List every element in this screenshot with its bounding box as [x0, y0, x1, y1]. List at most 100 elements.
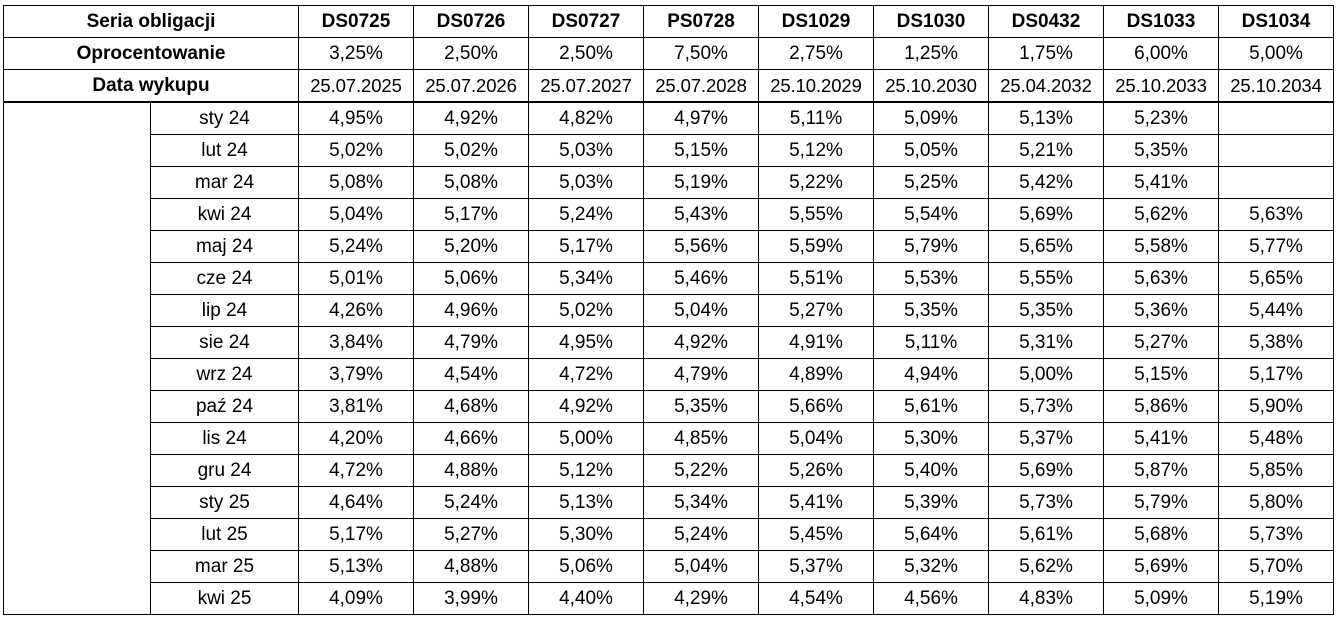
yield-cell: 5,62%	[988, 550, 1104, 583]
month-cell: lis 24	[150, 422, 299, 455]
yield-cell: 5,23%	[1103, 101, 1219, 135]
yield-cell: 5,30%	[873, 422, 989, 455]
yield-cell: 5,41%	[1103, 166, 1219, 199]
yield-cell	[1218, 101, 1334, 135]
yield-cell: 5,08%	[413, 166, 529, 199]
yield-cell: 5,34%	[643, 486, 759, 519]
month-cell: mar 25	[150, 550, 299, 583]
yield-cell: 5,41%	[1103, 422, 1219, 455]
yield-cell: 3,81%	[298, 390, 414, 423]
series-header: DS0725	[298, 5, 414, 38]
month-cell: kwi 24	[150, 198, 299, 231]
yield-cell: 4,72%	[528, 358, 644, 391]
yield-cell: 5,25%	[873, 166, 989, 199]
table-row: cze 24 5,01% 5,06% 5,34% 5,46% 5,51% 5,53% 5,55…	[4, 262, 1334, 295]
month-cell: cze 24	[150, 262, 299, 295]
series-label: Seria obligacji	[3, 5, 299, 38]
yield-cell: 5,87%	[1103, 454, 1219, 487]
yield-cell: 5,03%	[528, 166, 644, 199]
table-row: gru 24 4,72% 4,88% 5,12% 5,22% 5,26% 5,40% 5,69…	[4, 454, 1334, 487]
table-row: maj 24 5,24% 5,20% 5,17% 5,56% 5,59% 5,79% 5,65…	[4, 230, 1334, 263]
table-body: sty 24 4,95% 4,92% 4,82% 4,97% 5,11% 5,09% 5,13…	[3, 101, 1334, 615]
month-cell: gru 24	[150, 454, 299, 487]
table-row: paź 24 3,81% 4,68% 4,92% 5,35% 5,66% 5,61% 5,73…	[4, 390, 1334, 423]
yield-cell: 4,92%	[643, 326, 759, 359]
yield-cell: 5,26%	[758, 454, 874, 487]
yield-cell: 4,26%	[298, 294, 414, 327]
yield-cell: 4,56%	[873, 582, 989, 615]
yield-cell: 5,68%	[1103, 518, 1219, 551]
yield-cell: 5,24%	[643, 518, 759, 551]
yield-cell: 5,24%	[298, 230, 414, 263]
yield-cell: 5,08%	[298, 166, 414, 199]
yield-cell: 5,55%	[758, 198, 874, 231]
yield-cell: 5,09%	[1103, 582, 1219, 615]
series-header: PS0728	[643, 5, 759, 38]
yield-cell: 5,17%	[413, 198, 529, 231]
yield-cell: 5,02%	[298, 134, 414, 167]
yield-cell: 5,37%	[758, 550, 874, 583]
yield-cell: 5,02%	[413, 134, 529, 167]
yield-cell: 5,45%	[758, 518, 874, 551]
yield-cell: 4,64%	[298, 486, 414, 519]
yield-cell: 5,40%	[873, 454, 989, 487]
yield-cell: 5,15%	[1103, 358, 1219, 391]
rate-cell: 5,00%	[1218, 37, 1334, 70]
yield-cell: 5,90%	[1218, 390, 1334, 423]
yield-cell: 5,73%	[988, 486, 1104, 519]
yield-cell: 5,58%	[1103, 230, 1219, 263]
yield-cell	[1218, 166, 1334, 199]
yield-cell: 5,13%	[988, 101, 1104, 135]
rate-cell: 2,50%	[528, 37, 644, 70]
table-row: sty 25 4,64% 5,24% 5,13% 5,34% 5,41% 5,39% 5,73…	[4, 486, 1334, 519]
series-header: DS1029	[758, 5, 874, 38]
maturity-cell: 25.07.2026	[413, 69, 529, 103]
yield-cell: 4,92%	[528, 390, 644, 423]
yield-cell: 5,69%	[1103, 550, 1219, 583]
yield-cell: 5,79%	[873, 230, 989, 263]
yield-cell: 5,17%	[528, 230, 644, 263]
yield-cell: 5,63%	[1218, 198, 1334, 231]
series-header: DS0726	[413, 5, 529, 38]
yield-cell: 5,41%	[758, 486, 874, 519]
yield-cell: 5,11%	[758, 101, 874, 135]
yield-cell: 5,65%	[988, 230, 1104, 263]
yield-cell: 5,21%	[988, 134, 1104, 167]
yield-cell: 4,72%	[298, 454, 414, 487]
blank-cell	[3, 101, 151, 615]
yield-cell: 5,04%	[758, 422, 874, 455]
maturity-cell: 25.10.2030	[873, 69, 989, 103]
yield-cell: 5,37%	[988, 422, 1104, 455]
yield-cell: 5,64%	[873, 518, 989, 551]
yield-cell: 5,01%	[298, 262, 414, 295]
series-header: DS0727	[528, 5, 644, 38]
table-row: lip 24 4,26% 4,96% 5,02% 5,04% 5,27% 5,35% 5,35…	[4, 294, 1334, 327]
yield-cell: 5,44%	[1218, 294, 1334, 327]
yield-cell: 5,12%	[758, 134, 874, 167]
maturity-cell: 25.04.2032	[988, 69, 1104, 103]
series-header: DS1034	[1218, 5, 1334, 38]
month-cell: sty 25	[150, 486, 299, 519]
bond-yield-table: Seria obligacji DS0725 DS0726 DS0727 PS0…	[3, 5, 1334, 615]
maturity-row: Data wykupu 25.07.2025 25.07.2026 25.07.…	[3, 69, 1334, 103]
yield-cell: 4,95%	[298, 101, 414, 135]
yield-cell: 5,09%	[873, 101, 989, 135]
yield-cell: 5,73%	[988, 390, 1104, 423]
table-row: mar 24 5,08% 5,08% 5,03% 5,19% 5,22% 5,25% 5,42…	[4, 166, 1334, 199]
rate-cell: 6,00%	[1103, 37, 1219, 70]
yield-cell: 5,70%	[1218, 550, 1334, 583]
yield-cell: 5,11%	[873, 326, 989, 359]
yield-cell: 5,35%	[873, 294, 989, 327]
yield-cell: 4,88%	[413, 550, 529, 583]
maturity-cell: 25.07.2027	[528, 69, 644, 103]
yield-cell: 5,63%	[1103, 262, 1219, 295]
yield-cell: 4,68%	[413, 390, 529, 423]
rate-cell: 1,75%	[988, 37, 1104, 70]
yield-cell: 4,91%	[758, 326, 874, 359]
month-cell: sty 24	[150, 101, 299, 135]
yield-cell: 5,13%	[528, 486, 644, 519]
yield-cell: 5,00%	[988, 358, 1104, 391]
yield-cell: 5,39%	[873, 486, 989, 519]
table-row: lut 24 5,02% 5,02% 5,03% 5,15% 5,12% 5,05% 5,21…	[4, 134, 1334, 167]
yield-cell: 5,36%	[1103, 294, 1219, 327]
